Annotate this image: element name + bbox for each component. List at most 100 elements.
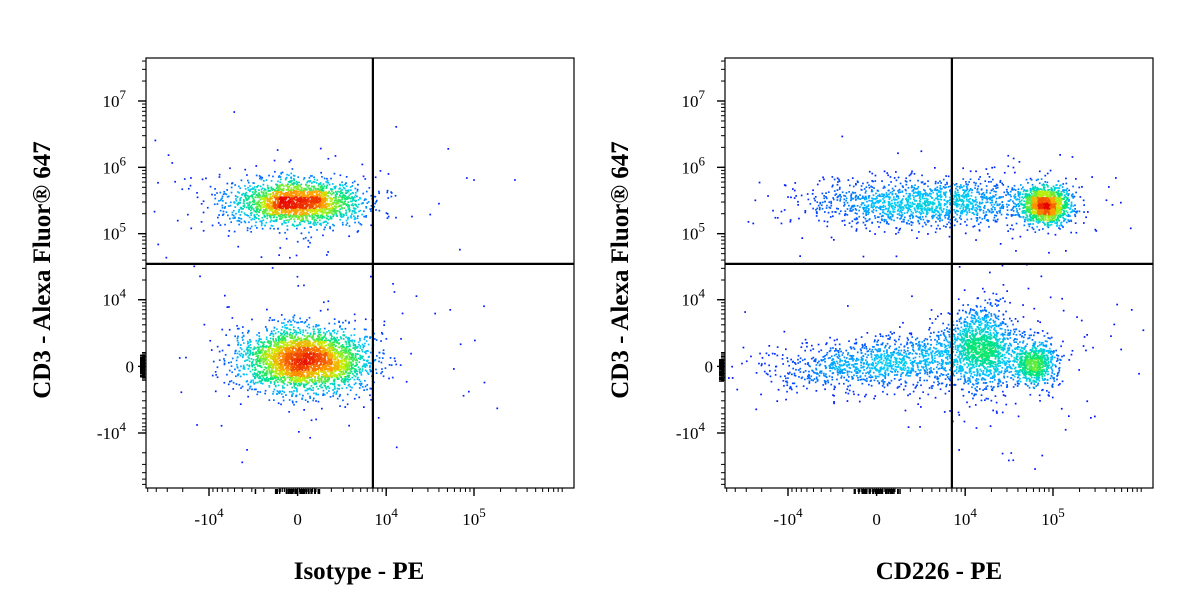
data-point [272,376,275,379]
data-point [320,359,322,361]
data-point [350,353,352,355]
data-point [299,367,301,369]
data-point [277,208,279,211]
data-point [247,214,249,217]
data-point [301,355,304,358]
data-point [347,380,349,383]
data-point [273,206,275,208]
data-point [317,194,319,196]
data-point [364,336,366,339]
data-point [174,180,176,183]
data-point [309,193,311,196]
data-point [268,348,270,351]
data-point [288,379,291,381]
data-point [317,377,319,380]
data-point [235,359,238,362]
data-point [347,339,350,341]
data-point [268,353,271,356]
data-point [411,215,413,218]
data-point [316,221,319,224]
data-point [350,189,352,191]
data-point [330,188,332,191]
data-point [278,196,281,199]
data-point [286,364,288,367]
data-point [337,205,340,208]
data-point [331,347,334,350]
data-point [281,192,284,194]
data-point [294,198,296,201]
data-point [262,195,265,197]
data-point [259,375,261,378]
data-point [302,198,305,201]
data-point [332,389,334,391]
data-point [296,240,299,243]
data-point [311,182,313,184]
data-point [286,225,289,227]
data-point [312,374,315,376]
data-point [241,208,243,210]
data-point [252,354,254,356]
data-point [308,388,310,391]
data-point [277,200,280,203]
data-point [295,352,297,354]
data-point [284,378,286,381]
data-point [347,372,349,375]
data-point [348,362,351,364]
data-point [278,208,281,211]
data-point [340,201,343,203]
data-point [267,380,270,382]
data-point [202,229,205,232]
data-point [265,378,268,380]
data-point [294,214,296,217]
data-point [352,342,355,345]
data-point [238,209,240,211]
data-point [369,208,371,210]
data-point [235,198,237,200]
data-point [310,197,313,199]
data-point [319,205,322,207]
data-point [324,208,327,210]
data-point [271,363,274,366]
data-point [292,174,295,177]
data-point [331,208,334,211]
data-point [301,350,304,353]
data-point [264,198,266,200]
data-point [292,223,294,226]
data-point [284,193,286,195]
data-point [241,385,244,388]
data-point [319,200,322,202]
data-point [265,338,268,341]
data-point [329,226,331,228]
data-point [328,345,331,348]
data-point [304,236,307,239]
data-point [264,189,267,191]
data-point [356,364,358,366]
data-point [483,381,486,384]
data-point [350,334,353,337]
data-point [286,349,288,352]
data-point [320,367,322,369]
data-point [289,331,292,334]
data-point [400,338,402,340]
data-point [350,204,353,206]
data-point [243,204,246,207]
data-point [317,190,320,193]
data-point [344,406,347,408]
data-point [297,206,299,209]
data-point [302,357,305,359]
data-point [239,198,241,200]
data-point [288,372,290,375]
data-point [239,375,242,378]
data-point [339,195,342,198]
data-point [358,210,360,213]
data-point [366,364,368,367]
data-point [244,360,246,362]
data-point [312,354,315,357]
data-point [200,203,203,205]
data-point [341,373,344,376]
data-point [269,316,271,319]
data-point [274,364,277,366]
data-point [343,187,346,190]
data-point [308,209,311,212]
data-point [319,214,322,217]
